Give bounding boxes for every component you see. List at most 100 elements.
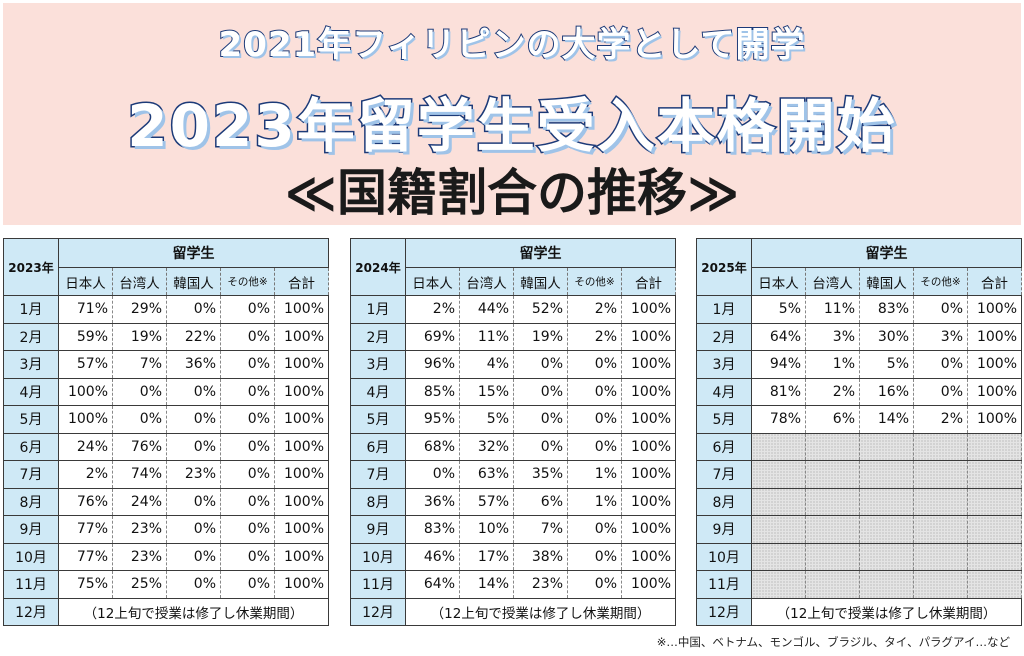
percent-cell: 23% bbox=[112, 542, 167, 571]
percent-cell: 24% bbox=[58, 432, 113, 461]
percent-cell: 100% bbox=[621, 487, 676, 516]
percent-cell: 71% bbox=[58, 295, 113, 324]
percent-cell: 19% bbox=[112, 322, 167, 351]
percent-cell: 100% bbox=[621, 570, 676, 599]
month-label: 6月 bbox=[350, 432, 406, 461]
title-line-2: 2023年留学生受入本格開始 bbox=[126, 91, 897, 162]
table-row: 2月 69% 11% 19% 2% 100% bbox=[350, 322, 676, 351]
percent-cell: 0% bbox=[513, 350, 568, 379]
percent-cell: 0% bbox=[220, 432, 275, 461]
title-line-1: 2021年フィリピンの大学として開学 bbox=[218, 24, 806, 66]
percent-cell: 100% bbox=[274, 377, 329, 406]
percent-cell: 0% bbox=[220, 570, 275, 599]
percent-cell: 0% bbox=[220, 322, 275, 351]
table-row: 7月 0% 63% 35% 1% 100% bbox=[350, 460, 676, 489]
column-header-total: 合計 bbox=[967, 267, 1022, 296]
month-label: 4月 bbox=[696, 377, 752, 406]
no-data-cell bbox=[859, 570, 914, 599]
percent-cell: 23% bbox=[513, 570, 568, 599]
table-row: 4月 81% 2% 16% 0% 100% bbox=[696, 377, 1022, 406]
no-data-cell bbox=[913, 515, 968, 544]
percent-cell: 100% bbox=[621, 350, 676, 379]
subtitle: ≪国籍割合の推移≫ bbox=[284, 164, 740, 222]
percent-cell: 0% bbox=[913, 295, 968, 324]
percent-cell: 64% bbox=[751, 322, 806, 351]
column-header-korean: 韓国人 bbox=[513, 267, 568, 296]
no-data-cell bbox=[967, 432, 1022, 461]
table-row: 2月 59% 19% 22% 0% 100% bbox=[3, 322, 329, 351]
percent-cell: 44% bbox=[459, 295, 514, 324]
table-row: 6月 bbox=[696, 432, 1022, 461]
nationality-table-2: 2025年 留学生 日本人 台湾人 韓国人 その他※ 合計 1月 5% 11% 83% 0% 100% 2… bbox=[696, 238, 1022, 626]
closure-note: （12上旬で授業は修了し休業期間） bbox=[751, 597, 1022, 626]
percent-cell: 0% bbox=[913, 377, 968, 406]
month-label: 8月 bbox=[3, 487, 59, 516]
no-data-cell bbox=[805, 432, 860, 461]
percent-cell: 29% bbox=[112, 295, 167, 324]
percent-cell: 94% bbox=[751, 350, 806, 379]
month-label: 4月 bbox=[350, 377, 406, 406]
percent-cell: 10% bbox=[459, 515, 514, 544]
percent-cell: 19% bbox=[513, 322, 568, 351]
percent-cell: 0% bbox=[567, 432, 622, 461]
percent-cell: 100% bbox=[967, 405, 1022, 434]
no-data-cell bbox=[751, 542, 806, 571]
no-data-cell bbox=[751, 515, 806, 544]
percent-cell: 0% bbox=[166, 542, 221, 571]
month-label: 8月 bbox=[696, 487, 752, 516]
no-data-cell bbox=[967, 570, 1022, 599]
nationality-table-1: 2024年 留学生 日本人 台湾人 韓国人 その他※ 合計 1月 2% 44% 52% 2% 100% 2… bbox=[350, 238, 676, 626]
table-row: 5月 78% 6% 14% 2% 100% bbox=[696, 405, 1022, 434]
table-row: 3月 96% 4% 0% 0% 100% bbox=[350, 350, 676, 379]
percent-cell: 63% bbox=[459, 460, 514, 489]
percent-cell: 0% bbox=[220, 542, 275, 571]
table-row: 9月 83% 10% 7% 0% 100% bbox=[350, 515, 676, 544]
no-data-cell bbox=[805, 515, 860, 544]
percent-cell: 11% bbox=[459, 322, 514, 351]
table-row: 2月 64% 3% 30% 3% 100% bbox=[696, 322, 1022, 351]
percent-cell: 0% bbox=[166, 405, 221, 434]
column-header-taiwanese: 台湾人 bbox=[112, 267, 167, 296]
month-label: 10月 bbox=[3, 542, 59, 571]
percent-cell: 76% bbox=[58, 487, 113, 516]
percent-cell: 100% bbox=[274, 542, 329, 571]
percent-cell: 68% bbox=[405, 432, 460, 461]
percent-cell: 0% bbox=[567, 350, 622, 379]
percent-cell: 100% bbox=[274, 405, 329, 434]
percent-cell: 0% bbox=[166, 432, 221, 461]
percent-cell: 78% bbox=[751, 405, 806, 434]
percent-cell: 100% bbox=[274, 570, 329, 599]
percent-cell: 11% bbox=[805, 295, 860, 324]
percent-cell: 0% bbox=[220, 350, 275, 379]
percent-cell: 77% bbox=[58, 515, 113, 544]
month-label: 3月 bbox=[350, 350, 406, 379]
no-data-cell bbox=[859, 515, 914, 544]
percent-cell: 100% bbox=[58, 405, 113, 434]
percent-cell: 6% bbox=[513, 487, 568, 516]
column-header-taiwanese: 台湾人 bbox=[805, 267, 860, 296]
group-header: 留学生 bbox=[751, 238, 1022, 268]
percent-cell: 100% bbox=[621, 515, 676, 544]
table-row: 12月 （12上旬で授業は修了し休業期間） bbox=[696, 597, 1022, 626]
no-data-cell bbox=[967, 460, 1022, 489]
table-row: 10月 46% 17% 38% 0% 100% bbox=[350, 542, 676, 571]
percent-cell: 7% bbox=[513, 515, 568, 544]
table-row: 10月 bbox=[696, 542, 1022, 571]
month-label: 7月 bbox=[696, 460, 752, 489]
column-header-other: その他※ bbox=[220, 267, 275, 296]
percent-cell: 0% bbox=[567, 515, 622, 544]
percent-cell: 100% bbox=[621, 542, 676, 571]
month-label: 1月 bbox=[350, 295, 406, 324]
percent-cell: 0% bbox=[166, 570, 221, 599]
percent-cell: 100% bbox=[621, 377, 676, 406]
percent-cell: 0% bbox=[567, 377, 622, 406]
year-label: 2024年 bbox=[350, 238, 406, 296]
month-label: 3月 bbox=[3, 350, 59, 379]
percent-cell: 5% bbox=[459, 405, 514, 434]
table-row: 8月 bbox=[696, 487, 1022, 516]
percent-cell: 23% bbox=[112, 515, 167, 544]
table-row: 6月 24% 76% 0% 0% 100% bbox=[3, 432, 329, 461]
month-label: 10月 bbox=[696, 542, 752, 571]
group-header: 留学生 bbox=[58, 238, 329, 268]
month-label: 11月 bbox=[350, 570, 406, 599]
